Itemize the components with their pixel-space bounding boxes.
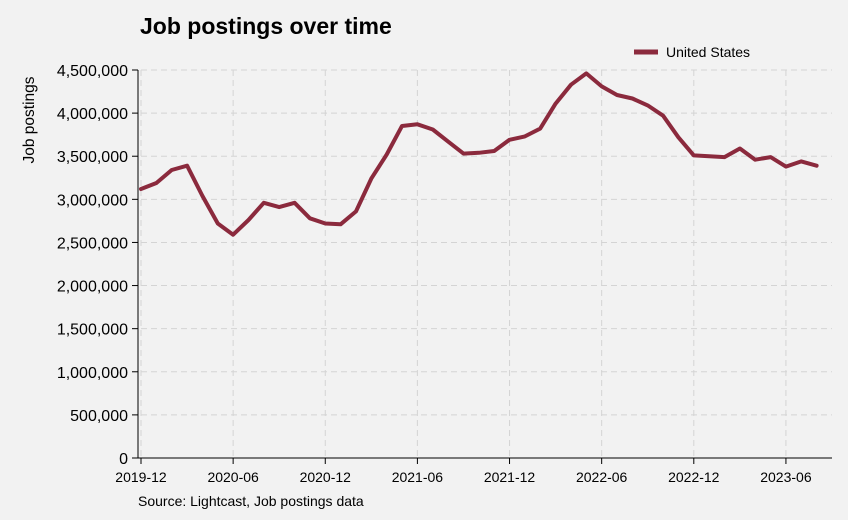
x-tick-label: 2022-06 xyxy=(576,469,628,485)
x-tick-label: 2021-06 xyxy=(392,469,444,485)
y-tick-label: 2,500,000 xyxy=(57,235,128,252)
y-axis-label: Job postings xyxy=(21,76,38,163)
y-tick-label: 4,500,000 xyxy=(57,63,128,80)
y-tick-labels: 0 500,000 1,000,000 1,500,000 2,000,000 2,500… xyxy=(57,63,128,468)
y-tick-label: 1,500,000 xyxy=(57,322,128,339)
y-tick-label: 500,000 xyxy=(70,408,128,425)
x-tick-label: 2023-06 xyxy=(760,469,812,485)
y-tick-label: 3,500,000 xyxy=(57,149,128,166)
legend-label: United States xyxy=(666,44,750,60)
grid xyxy=(140,69,832,458)
x-tick-label: 2020-06 xyxy=(207,469,259,485)
y-tick-label: 1,000,000 xyxy=(57,365,128,382)
x-tick-label: 2020-12 xyxy=(300,469,352,485)
y-tick-label: 0 xyxy=(119,451,128,468)
x-tick-label: 2019-12 xyxy=(115,469,167,485)
x-tick-labels: 2019-12 2020-06 2020-12 2021-06 2021-12 2022-… xyxy=(115,469,812,485)
series-line xyxy=(139,71,819,237)
axes xyxy=(132,69,832,464)
series xyxy=(139,71,819,237)
y-tick-label: 4,000,000 xyxy=(57,106,128,123)
y-tick-label: 3,000,000 xyxy=(57,192,128,209)
source-note: Source: Lightcast, Job postings data xyxy=(138,493,364,509)
legend: United States xyxy=(634,44,750,60)
chart-title: Job postings over time xyxy=(140,13,392,39)
x-tick-label: 2021-12 xyxy=(484,469,536,485)
x-tick-label: 2022-12 xyxy=(668,469,720,485)
y-tick-label: 2,000,000 xyxy=(57,279,128,296)
